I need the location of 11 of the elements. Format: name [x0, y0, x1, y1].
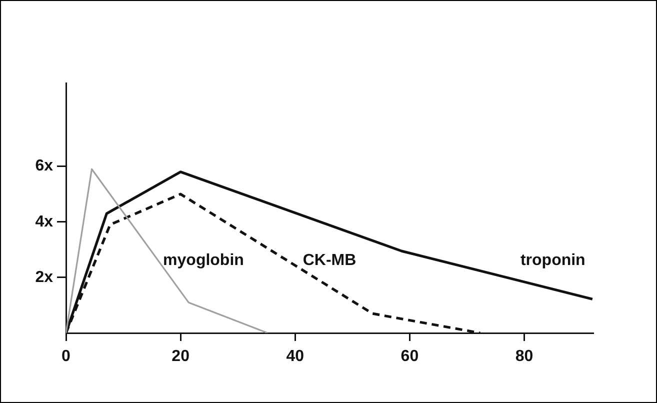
y-tick-label: 2x — [35, 268, 54, 286]
series-label: myoglobin — [163, 252, 244, 270]
series-label: CK-MB — [302, 252, 356, 270]
x-tick-label: 80 — [515, 348, 534, 366]
y-tick-label: 4x — [35, 213, 54, 230]
y-tick-label: 6x — [35, 158, 54, 175]
x-tick-label: 60 — [400, 348, 419, 366]
x-tick-label: 20 — [172, 348, 190, 366]
x-tick-label: 0 — [62, 348, 71, 366]
series-label: troponin — [520, 252, 586, 270]
x-tick-label: 40 — [286, 348, 304, 366]
